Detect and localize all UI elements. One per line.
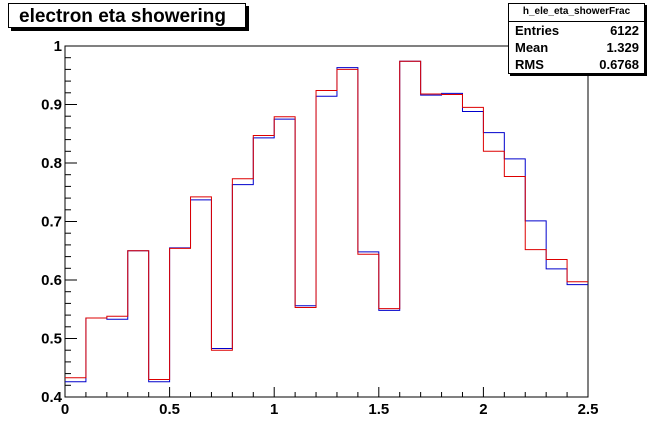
stats-mean-value: 1.329 [606, 40, 639, 55]
y-tick-label: 0.4 [41, 389, 63, 406]
x-tick-label: 1.5 [368, 401, 389, 418]
chart-title: electron eta showering [8, 3, 246, 28]
stats-row-mean: Mean 1.329 [509, 39, 644, 56]
y-tick-label: 0.6 [41, 272, 62, 289]
series-layer [65, 60, 588, 383]
stats-mean-label: Mean [515, 40, 549, 55]
x-tick-label: 0 [61, 401, 69, 418]
plot-frame [64, 45, 589, 398]
stats-histogram-name: h_ele_eta_showerFrac [509, 4, 644, 22]
x-tick-label: 1 [270, 401, 278, 418]
y-tick-label: 0.7 [41, 214, 62, 231]
y-tick-label: 0.5 [41, 331, 62, 348]
stats-row-entries: Entries 6122 [509, 22, 644, 39]
y-tick-label: 0.8 [41, 155, 62, 172]
series-line-1 [65, 60, 588, 383]
stats-row-rms: RMS 0.6768 [509, 56, 644, 73]
stats-entries-label: Entries [515, 23, 560, 38]
x-tick-label: 0.5 [159, 401, 180, 418]
series-line-2 [65, 60, 588, 380]
x-tick-label: 2 [479, 401, 487, 418]
axis-layer: 0 0.5 1 1.5 2 2.5 0.4 0.5 0.6 0.7 0.8 0.9 1 [41, 38, 598, 418]
y-tick-label: 1 [54, 38, 62, 55]
x-tick-label: 2.5 [578, 401, 599, 418]
y-tick-label: 0.9 [41, 97, 62, 114]
stats-rms-label: RMS [515, 57, 544, 72]
stats-box: h_ele_eta_showerFrac Entries 6122 Mean 1… [508, 3, 645, 74]
stats-rms-value: 0.6768 [599, 57, 639, 72]
stats-entries-value: 6122 [610, 23, 639, 38]
